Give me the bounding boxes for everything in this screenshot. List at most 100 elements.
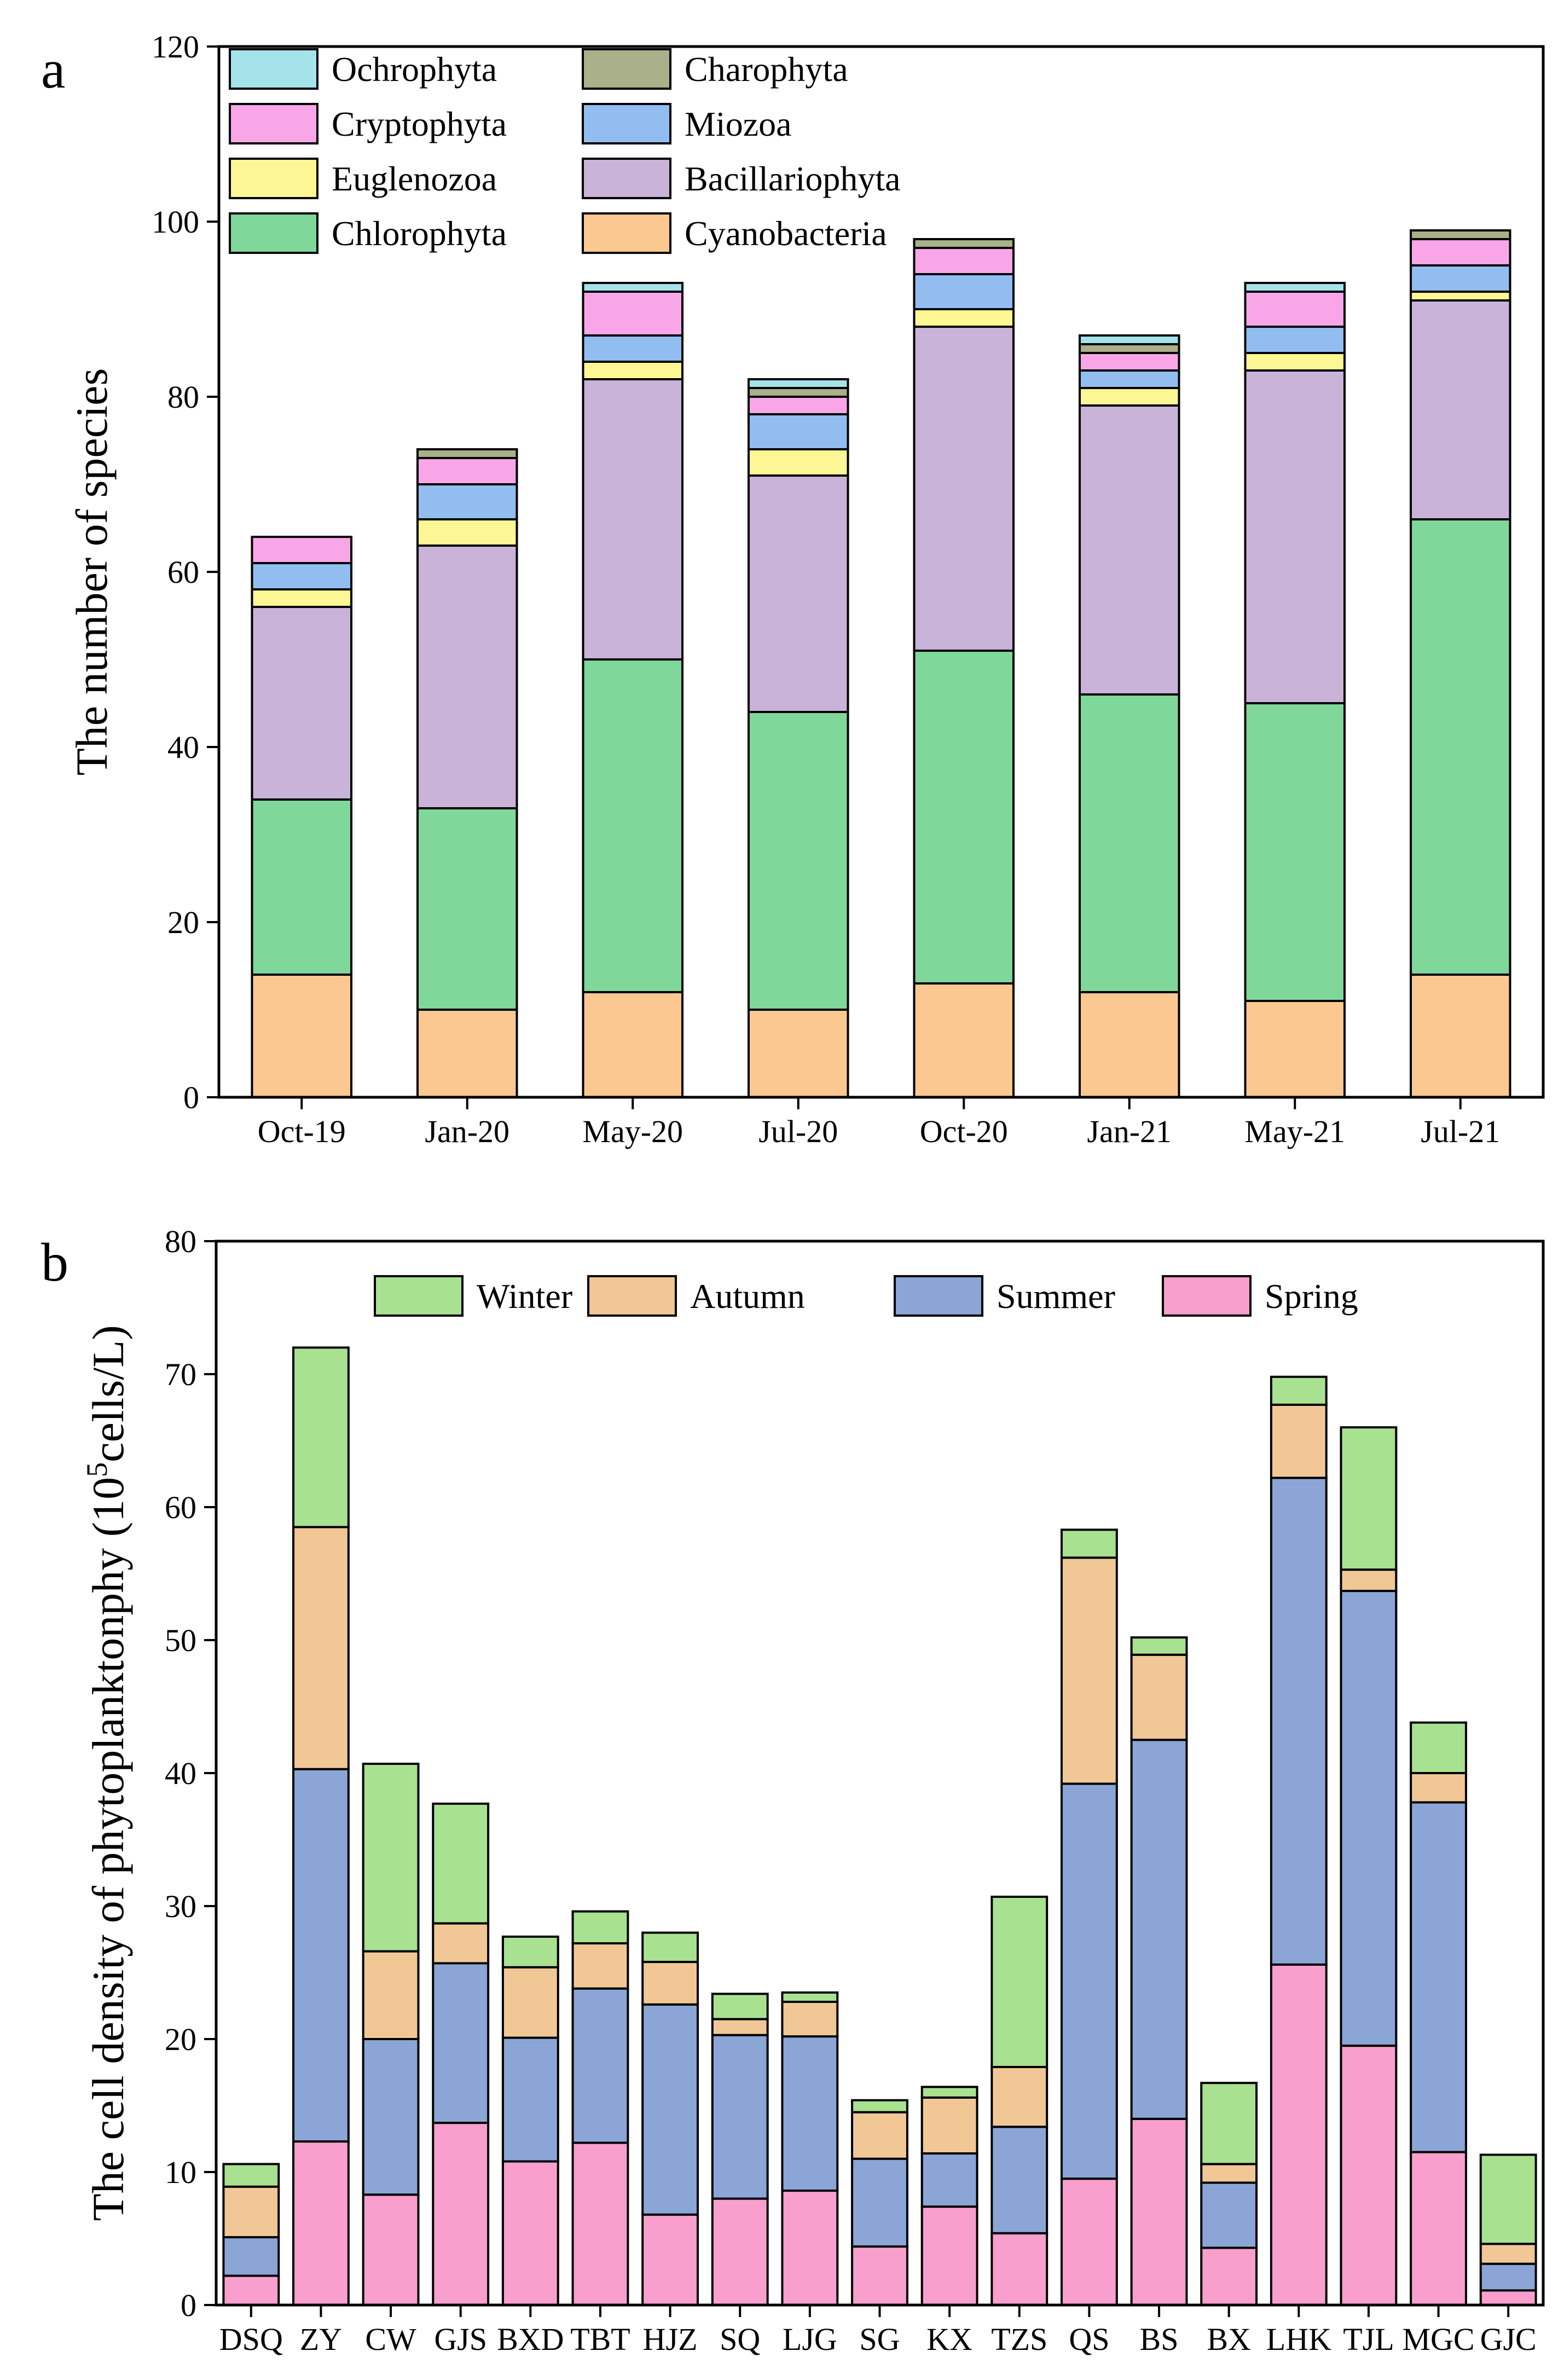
bar-segment-euglenozoa-may-20 xyxy=(582,361,683,380)
bar-segment-cryptophyta-oct-20 xyxy=(913,247,1015,275)
bar-segment-bacillariophyta-jul-21 xyxy=(1410,299,1511,520)
y-tick-label-0: 0 xyxy=(181,2288,196,2323)
x-tick-label-jan-20: Jan-20 xyxy=(425,1114,509,1149)
bar-segment-cyanobacteria-jan-21 xyxy=(1079,991,1180,1098)
bar-segment-summer-bx xyxy=(1200,2181,1258,2249)
x-tick-label-oct-19: Oct-19 xyxy=(258,1114,346,1149)
bar-segment-spring-bx xyxy=(1200,2246,1258,2306)
bar-segment-spring-zy xyxy=(292,2140,350,2307)
bar-segment-cryptophyta-jan-20 xyxy=(416,457,518,485)
x-tick-label-ljg: LJG xyxy=(783,2321,837,2357)
x-tick-label-gjs: GJS xyxy=(434,2321,487,2357)
panel-b-y-axis-title-sup: 5 xyxy=(80,1462,113,1477)
bar-segment-miozoa-jul-21 xyxy=(1410,264,1511,293)
bar-segment-summer-qs xyxy=(1060,1782,1118,2180)
bar-segment-autumn-gjc xyxy=(1479,2243,1537,2265)
bar-segment-spring-sg xyxy=(851,2245,908,2307)
bar-segment-charophyta-oct-20 xyxy=(913,238,1015,249)
y-tick-label-30: 30 xyxy=(165,1889,196,1924)
x-tick-label-kx: KX xyxy=(926,2321,972,2357)
bar-segment-winter-kx xyxy=(920,2086,978,2099)
bar-segment-spring-dsq xyxy=(222,2274,280,2307)
y-tick-label-50: 50 xyxy=(165,1623,196,1658)
bar-segment-autumn-gjs xyxy=(432,1922,490,1965)
x-tick-label-may-21: May-21 xyxy=(1244,1114,1345,1149)
bar-segment-miozoa-may-21 xyxy=(1244,326,1346,354)
bar-segment-summer-hjz xyxy=(641,2003,699,2216)
bar-segment-winter-sg xyxy=(851,2099,908,2113)
x-tick-label-sq: SQ xyxy=(720,2321,760,2357)
bar-segment-spring-kx xyxy=(920,2205,978,2306)
bar-segment-autumn-ljg xyxy=(781,2000,839,2038)
legend-label-euglenozoa: Euglenozoa xyxy=(332,159,497,198)
bar-segment-euglenozoa-oct-20 xyxy=(913,308,1015,328)
x-tick-label-bs: BS xyxy=(1140,2321,1179,2357)
bar-segment-miozoa-jan-21 xyxy=(1079,369,1180,389)
bar-segment-winter-tbt xyxy=(571,1910,629,1945)
panel-b-y-axis-title-main: The cell density of phytoplanktonphy (10 xyxy=(83,1477,133,2221)
bar-segment-winter-mgc xyxy=(1410,1721,1467,1774)
bar-segment-summer-gjs xyxy=(432,1962,490,2124)
panel-b-letter: b xyxy=(41,1232,68,1293)
bar-segment-summer-sq xyxy=(711,2034,769,2200)
bar-segment-autumn-lhk xyxy=(1270,1403,1328,1479)
x-tick-label-tzs: TZS xyxy=(991,2321,1047,2357)
bar-segment-summer-cw xyxy=(362,2038,420,2196)
bar-segment-autumn-tzs xyxy=(990,2066,1049,2128)
bar-segment-autumn-tbt xyxy=(571,1942,629,1990)
bar-segment-chlorophyta-jan-20 xyxy=(416,807,518,1011)
bar-segment-summer-kx xyxy=(920,2152,978,2208)
bar-segment-autumn-tjl xyxy=(1340,1568,1398,1593)
bar-segment-winter-lhk xyxy=(1270,1375,1328,1406)
legend-swatch-autumn xyxy=(587,1275,677,1317)
y-tick-label-70: 70 xyxy=(165,1357,196,1392)
bar-segment-cyanobacteria-may-20 xyxy=(582,991,683,1098)
bar-segment-euglenozoa-jul-20 xyxy=(748,448,849,477)
x-tick-label-tbt: TBT xyxy=(570,2321,630,2357)
bar-segment-euglenozoa-oct-19 xyxy=(251,588,352,608)
bar-segment-ochrophyta-may-21 xyxy=(1244,282,1346,293)
y-tick-label-60: 60 xyxy=(165,1490,196,1525)
legend-label-cyanobacteria: Cyanobacteria xyxy=(685,214,887,253)
bar-segment-summer-bs xyxy=(1130,1739,1188,2120)
chart-panel-b: b DSQ ZY CW GJS BXD TBT HJZ SQ LJG SG KX TZS QS BS BX L… xyxy=(41,1224,1545,2357)
bar-segment-winter-gjc xyxy=(1479,2153,1537,2245)
bar-segment-winter-tjl xyxy=(1340,1426,1398,1571)
bar-segment-spring-bxd xyxy=(501,2160,559,2307)
bar-segment-cryptophyta-may-21 xyxy=(1244,291,1346,328)
bar-segment-bacillariophyta-may-21 xyxy=(1244,369,1346,704)
legend-label-chlorophyta: Chlorophyta xyxy=(332,214,507,253)
bar-segment-summer-dsq xyxy=(222,2236,280,2277)
x-tick-label-jul-20: Jul-20 xyxy=(758,1114,838,1149)
x-tick-label-mgc: MGC xyxy=(1402,2321,1474,2357)
bar-segment-euglenozoa-jan-21 xyxy=(1079,387,1180,407)
bar-segment-cryptophyta-oct-19 xyxy=(251,536,352,564)
y-tick-label-120: 120 xyxy=(152,29,199,65)
legend-swatch-ochrophyta xyxy=(229,48,318,90)
y-tick-label-10: 10 xyxy=(165,2155,196,2190)
bar-segment-cryptophyta-jan-21 xyxy=(1079,352,1180,372)
bar-segment-summer-zy xyxy=(292,1768,350,2143)
legend-label-summer: Summer xyxy=(997,1277,1115,1316)
bar-segment-spring-tzs xyxy=(990,2232,1049,2307)
bar-segment-summer-mgc xyxy=(1410,1801,1467,2153)
legend-swatch-spring xyxy=(1162,1275,1252,1317)
bar-segment-spring-tbt xyxy=(571,2141,629,2307)
bar-segment-summer-gjc xyxy=(1479,2262,1537,2292)
bar-segment-winter-bs xyxy=(1130,1636,1188,1656)
bar-segment-autumn-qs xyxy=(1060,1556,1118,1785)
bar-segment-bacillariophyta-oct-20 xyxy=(913,326,1015,652)
bar-segment-cryptophyta-jul-20 xyxy=(748,396,849,415)
legend-label-ochrophyta: Ochrophyta xyxy=(332,50,497,89)
x-tick-label-bx: BX xyxy=(1207,2321,1251,2357)
legend-swatch-cryptophyta xyxy=(229,103,318,144)
bar-segment-autumn-sq xyxy=(711,2018,769,2036)
bar-segment-winter-qs xyxy=(1060,1528,1118,1559)
legend-label-autumn: Autumn xyxy=(690,1277,805,1316)
legend-label-miozoa: Miozoa xyxy=(685,105,792,143)
bar-segment-cyanobacteria-oct-20 xyxy=(913,982,1015,1098)
bar-segment-spring-cw xyxy=(362,2193,420,2307)
bar-segment-cyanobacteria-may-21 xyxy=(1244,1000,1346,1098)
bar-segment-cyanobacteria-jul-20 xyxy=(748,1009,849,1098)
panel-b-legend: Winter Autumn Summer Spring xyxy=(374,1275,1358,1317)
